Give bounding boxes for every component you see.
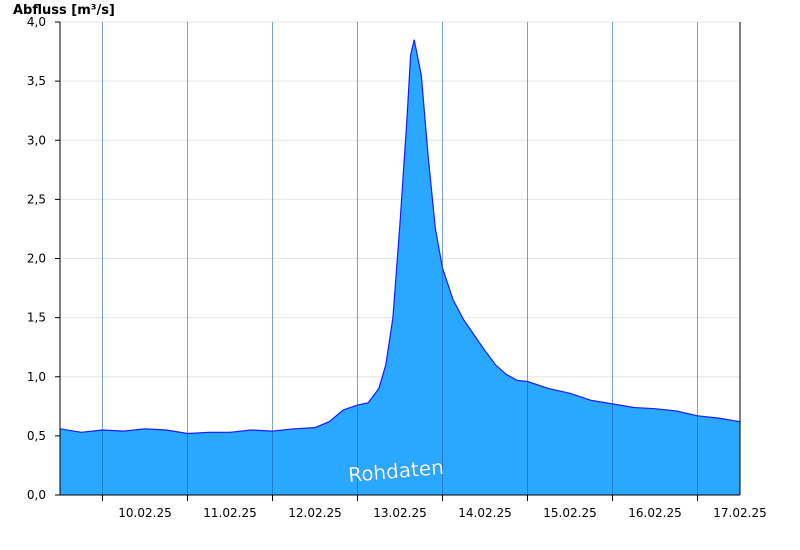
x-tick-label: 10.02.25 xyxy=(118,506,171,520)
area-series xyxy=(59,39,741,495)
x-tick-labels: 10.02.25 11.02.25 12.02.25 13.02.25 14.02.25… xyxy=(102,495,767,520)
x-tick-label: 11.02.25 xyxy=(203,506,256,520)
x-tick-label: 13.02.25 xyxy=(373,506,426,520)
discharge-line xyxy=(59,39,741,435)
x-tick-label: 16.02.25 xyxy=(628,506,681,520)
y-tick-labels: 0,0 0,5 1,0 1,5 2,0 2,5 3,0 3,5 4,0 xyxy=(27,15,60,502)
y-axis-title: Abfluss [m³/s] xyxy=(13,3,115,18)
y-tick-label: 1,0 xyxy=(27,370,46,384)
y-tick-label: 3,5 xyxy=(27,74,46,88)
y-tick-label: 3,0 xyxy=(27,133,46,147)
y-tick-label: 2,0 xyxy=(27,252,46,266)
day-separator-lines xyxy=(102,22,698,495)
x-tick-label: 14.02.25 xyxy=(458,506,511,520)
x-tick-label: 17.02.25 xyxy=(713,506,766,520)
y-tick-label: 0,0 xyxy=(27,488,46,502)
discharge-area xyxy=(60,39,740,495)
y-tick-label: 2,5 xyxy=(27,192,46,206)
y-tick-label: 0,5 xyxy=(27,429,46,443)
y-tick-label: 1,5 xyxy=(27,311,46,325)
y-tick-label: 4,0 xyxy=(27,15,46,29)
x-tick-label: 12.02.25 xyxy=(288,506,341,520)
x-tick-label: 15.02.25 xyxy=(543,506,596,520)
